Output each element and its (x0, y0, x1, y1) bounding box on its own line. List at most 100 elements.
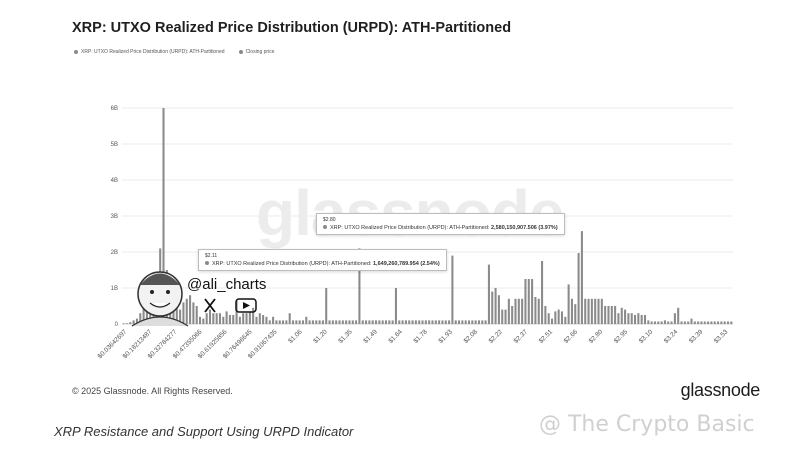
urpd-bar[interactable] (368, 320, 371, 324)
urpd-bar[interactable] (680, 321, 683, 324)
urpd-bar[interactable] (365, 320, 368, 324)
urpd-bar[interactable] (272, 316, 275, 324)
urpd-bar[interactable] (338, 320, 341, 324)
urpd-bar[interactable] (683, 321, 686, 324)
urpd-bar[interactable] (212, 313, 215, 324)
urpd-bar[interactable] (700, 321, 703, 324)
urpd-bar[interactable] (394, 288, 397, 324)
urpd-bar[interactable] (617, 313, 620, 324)
urpd-bar[interactable] (491, 291, 494, 324)
urpd-bar[interactable] (501, 309, 504, 324)
urpd-bar[interactable] (192, 302, 195, 324)
urpd-bar[interactable] (534, 297, 537, 324)
urpd-bar[interactable] (474, 320, 477, 324)
urpd-bar[interactable] (643, 315, 647, 324)
urpd-bar[interactable] (351, 320, 354, 324)
urpd-bar[interactable] (461, 320, 464, 324)
urpd-bar[interactable] (713, 321, 716, 324)
urpd-bar[interactable] (199, 316, 202, 324)
urpd-bar[interactable] (607, 306, 610, 324)
urpd-bar[interactable] (258, 313, 261, 324)
urpd-bar[interactable] (663, 320, 666, 324)
urpd-bar[interactable] (414, 320, 417, 324)
urpd-bar[interactable] (574, 304, 577, 324)
urpd-bar[interactable] (517, 298, 520, 324)
urpd-bar[interactable] (550, 318, 554, 324)
urpd-bar[interactable] (577, 253, 580, 324)
urpd-bar[interactable] (703, 321, 706, 324)
urpd-bar[interactable] (222, 316, 225, 324)
urpd-bar[interactable] (255, 316, 258, 324)
urpd-bar[interactable] (717, 321, 720, 324)
urpd-bar[interactable] (541, 261, 544, 324)
urpd-bar[interactable] (730, 321, 733, 324)
urpd-bar[interactable] (315, 320, 318, 324)
urpd-bar[interactable] (484, 320, 487, 324)
urpd-bar[interactable] (537, 298, 540, 324)
urpd-bar[interactable] (235, 300, 238, 324)
urpd-bar[interactable] (660, 321, 663, 324)
urpd-bar[interactable] (355, 320, 358, 324)
urpd-bar[interactable] (291, 320, 295, 324)
urpd-bar[interactable] (650, 321, 653, 324)
urpd-bar[interactable] (348, 320, 351, 324)
urpd-bar[interactable] (225, 311, 228, 324)
urpd-bar[interactable] (687, 321, 690, 324)
urpd-bar[interactable] (232, 315, 235, 324)
urpd-bar[interactable] (507, 298, 510, 324)
urpd-bar[interactable] (384, 320, 388, 324)
urpd-bar[interactable] (404, 320, 407, 324)
urpd-bar[interactable] (388, 320, 391, 324)
urpd-bar[interactable] (331, 320, 334, 324)
urpd-bar[interactable] (295, 320, 298, 324)
urpd-bar[interactable] (584, 298, 587, 324)
urpd-bar[interactable] (265, 316, 268, 324)
urpd-bar[interactable] (424, 320, 427, 324)
urpd-bar[interactable] (135, 318, 138, 324)
urpd-bar[interactable] (471, 320, 474, 324)
urpd-bar[interactable] (690, 318, 693, 324)
urpd-bar[interactable] (497, 295, 500, 324)
urpd-bar[interactable] (328, 320, 331, 324)
urpd-bar[interactable] (600, 298, 603, 324)
urpd-bar[interactable] (640, 315, 643, 324)
urpd-bar[interactable] (122, 323, 125, 324)
urpd-bar[interactable] (125, 323, 129, 324)
urpd-bar[interactable] (268, 320, 271, 324)
urpd-bar[interactable] (185, 298, 188, 324)
urpd-bar[interactable] (418, 320, 421, 324)
urpd-bar[interactable] (189, 295, 192, 324)
urpd-bar[interactable] (697, 321, 700, 324)
urpd-bar[interactable] (371, 320, 374, 324)
urpd-bar[interactable] (670, 321, 673, 324)
urpd-bar[interactable] (345, 320, 348, 324)
urpd-bar[interactable] (252, 307, 255, 324)
urpd-bar[interactable] (521, 298, 524, 324)
legend-item-closing[interactable]: Closing price (238, 49, 274, 55)
urpd-bar[interactable] (421, 320, 424, 324)
urpd-bar[interactable] (570, 298, 573, 324)
urpd-bar[interactable] (511, 306, 514, 324)
urpd-bar[interactable] (531, 279, 534, 324)
urpd-bar[interactable] (311, 320, 314, 324)
urpd-bar[interactable] (657, 321, 660, 324)
urpd-bar[interactable] (408, 320, 411, 324)
urpd-bar[interactable] (262, 315, 265, 324)
urpd-bar[interactable] (381, 320, 384, 324)
urpd-bar[interactable] (580, 231, 583, 324)
urpd-bar[interactable] (673, 313, 676, 324)
urpd-bar[interactable] (335, 320, 338, 324)
urpd-bar[interactable] (318, 320, 321, 324)
urpd-bar[interactable] (308, 320, 311, 324)
urpd-bar[interactable] (411, 320, 414, 324)
urpd-bar[interactable] (527, 279, 530, 324)
urpd-bar[interactable] (218, 313, 221, 324)
urpd-bar[interactable] (504, 309, 507, 324)
urpd-bar[interactable] (627, 313, 630, 324)
urpd-bar[interactable] (637, 313, 640, 324)
urpd-bar[interactable] (458, 320, 461, 324)
urpd-bar[interactable] (451, 255, 454, 324)
urpd-bar[interactable] (182, 302, 185, 324)
urpd-bar[interactable] (647, 320, 650, 324)
urpd-bar[interactable] (434, 320, 437, 324)
